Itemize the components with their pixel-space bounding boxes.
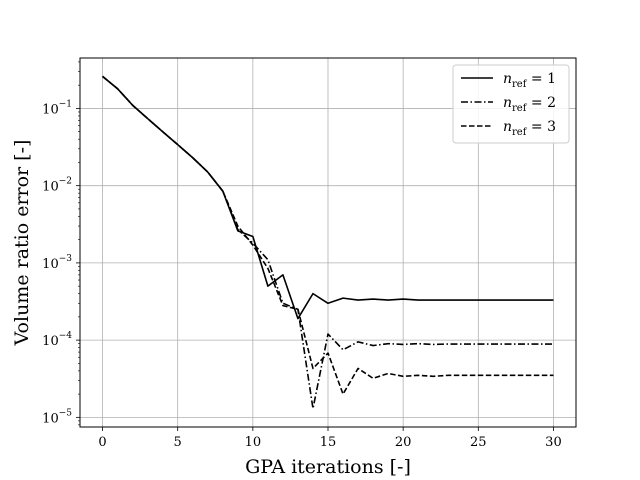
legend-box [452, 64, 570, 144]
x-tick-label: 30 [545, 435, 562, 450]
axis-ticks: 0 5 10 15 20 25 30 10−5 10−4 10−3 10−2 10−1 [42, 61, 562, 450]
y-tick-label: 10−2 [42, 177, 72, 195]
series-line-3 [102, 75, 554, 395]
series-line-1 [102, 75, 554, 320]
x-tick-label: 10 [245, 435, 262, 450]
y-tick-label: 10−1 [42, 99, 72, 117]
plot-series [102, 75, 554, 410]
x-tick-label: 20 [395, 435, 412, 450]
series-line-2 [102, 75, 554, 410]
y-tick-label: 10−4 [42, 331, 72, 349]
y-axis-label: Volume ratio error [-] [11, 140, 33, 347]
x-tick-label: 5 [174, 435, 182, 450]
x-tick-label: 15 [320, 435, 337, 450]
legend-label-3: nref = 3 [503, 119, 556, 138]
legend-label-2: nref = 2 [503, 95, 556, 114]
y-tick-label: 10−5 [42, 408, 72, 426]
x-tick-label: 25 [470, 435, 487, 450]
y-tick-label: 10−3 [42, 254, 72, 272]
legend-label-1: nref = 1 [503, 71, 556, 90]
legend: nref = 1 nref = 2 nref = 3 [452, 64, 570, 144]
x-axis-label: GPA iterations [-] [245, 456, 411, 478]
x-tick-label: 0 [98, 435, 106, 450]
